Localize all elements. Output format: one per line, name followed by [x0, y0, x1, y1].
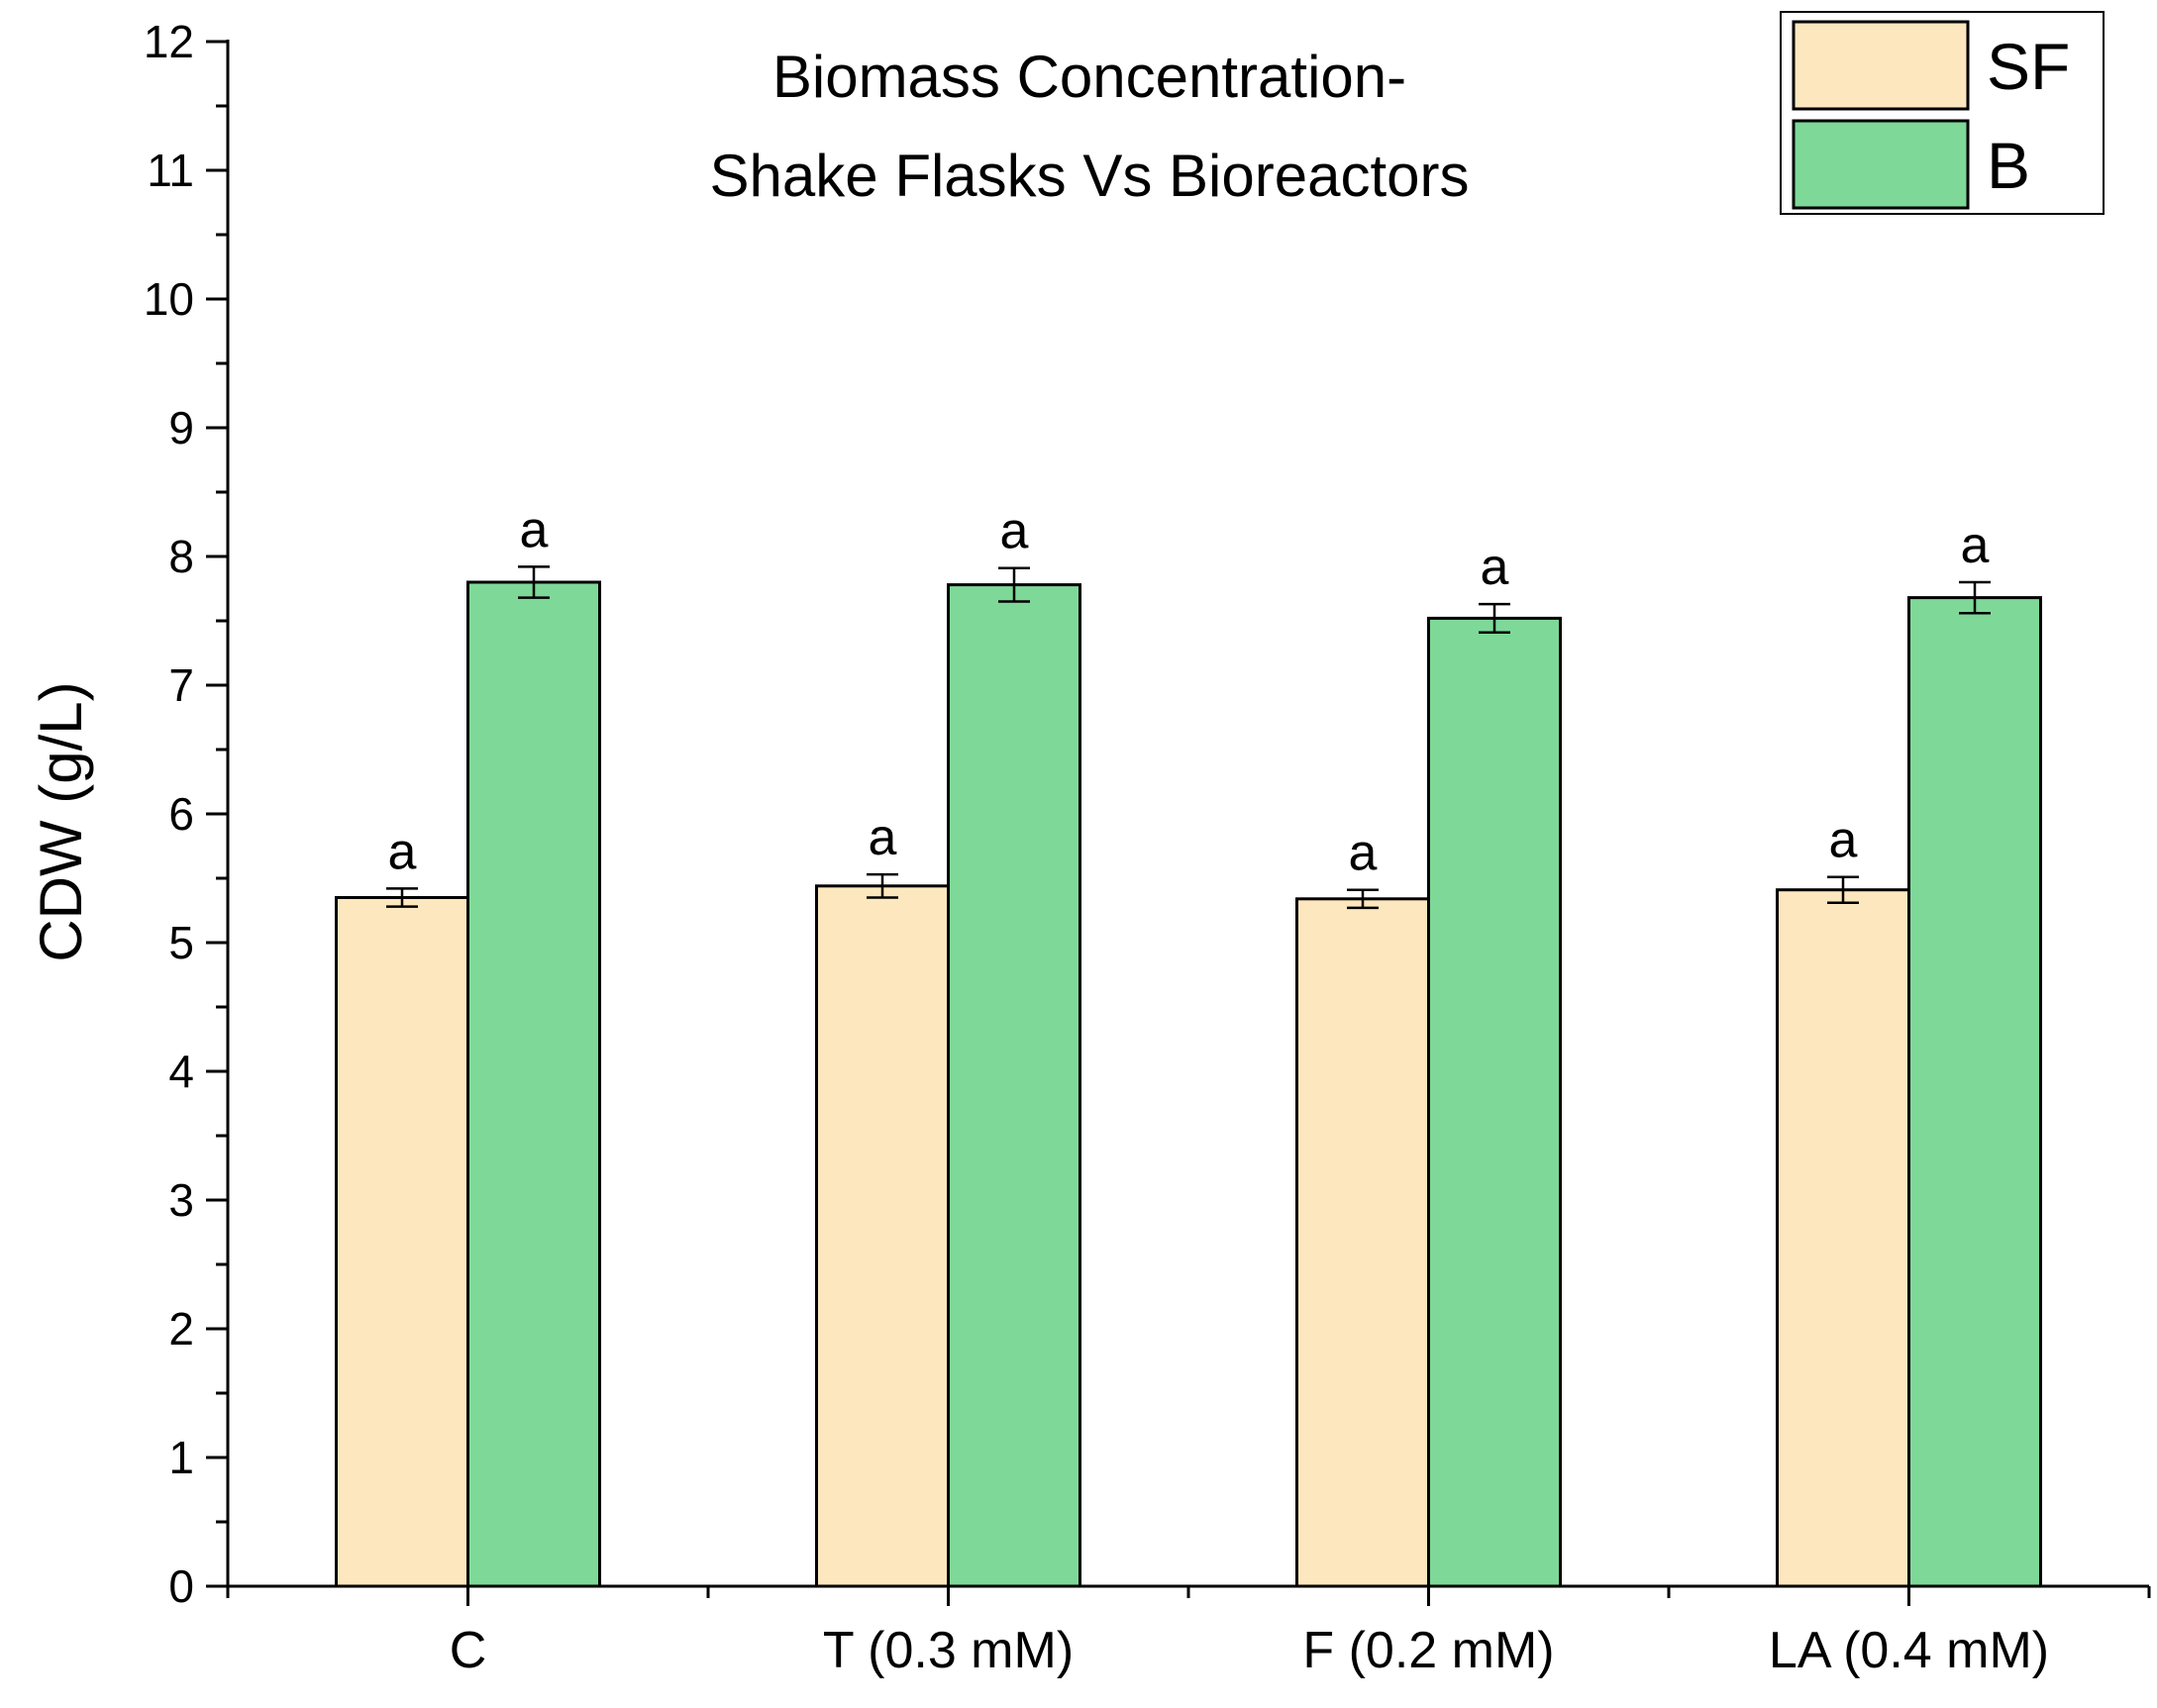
significance-label-sf-3: a — [1829, 812, 1858, 869]
y-tick-label-12: 12 — [144, 16, 194, 67]
bar-sf-3 — [1776, 888, 1910, 1588]
y-tick-label-5: 5 — [168, 917, 194, 968]
legend-label-b: B — [1987, 129, 2030, 202]
legend-swatch-sf — [1792, 20, 1970, 111]
error-bar-sf-1 — [867, 872, 898, 899]
chart-title-line-2: Shake Flasks Vs Bioreactors — [710, 143, 1470, 209]
x-tick-label-3: LA (0.4 mM) — [1769, 1622, 2049, 1679]
error-bar-b-3 — [1959, 580, 1991, 615]
y-tick-label-6: 6 — [168, 788, 194, 840]
y-tick-label-2: 2 — [168, 1303, 194, 1355]
y-tick-label-8: 8 — [168, 531, 194, 582]
y-tick-label-3: 3 — [168, 1174, 194, 1226]
bar-b-2 — [1427, 616, 1562, 1588]
x-tick-label-1: T (0.3 mM) — [823, 1622, 1074, 1679]
significance-label-b-1: a — [1000, 503, 1029, 560]
y-axis-title: CDW (g/L) — [28, 681, 94, 961]
error-bar-sf-3 — [1827, 875, 1859, 904]
error-bar-b-0 — [518, 565, 550, 599]
y-tick-label-9: 9 — [168, 402, 194, 453]
bars-layer: a a a a a a a a — [335, 501, 2042, 1588]
bar-sf-0 — [335, 896, 469, 1588]
chart-title-line-1: Biomass Concentration- — [772, 44, 1406, 110]
y-tick-label-0: 0 — [168, 1560, 194, 1612]
y-tick-label-7: 7 — [168, 659, 194, 711]
error-bar-sf-0 — [386, 887, 418, 908]
bar-b-0 — [466, 580, 601, 1588]
y-tick-label-1: 1 — [168, 1432, 194, 1483]
y-tick-label-11: 11 — [147, 145, 194, 196]
significance-label-sf-0: a — [388, 823, 417, 880]
significance-label-sf-2: a — [1349, 825, 1378, 882]
error-bar-sf-2 — [1347, 888, 1379, 910]
significance-label-sf-1: a — [869, 809, 897, 866]
y-tick-label-4: 4 — [168, 1046, 194, 1097]
bar-b-3 — [1907, 596, 2042, 1588]
significance-label-b-2: a — [1481, 539, 1509, 596]
significance-label-b-0: a — [520, 501, 549, 558]
bar-sf-2 — [1295, 897, 1430, 1588]
bar-sf-1 — [815, 884, 950, 1588]
error-bar-b-1 — [998, 566, 1030, 603]
y-tick-label-10: 10 — [144, 273, 194, 325]
x-tick-label-0: C — [450, 1622, 487, 1679]
legend-swatch-b — [1792, 119, 1970, 210]
bar-b-1 — [947, 583, 1081, 1588]
significance-label-b-3: a — [1961, 517, 1990, 574]
legend-label-sf: SF — [1987, 30, 2070, 103]
error-bar-b-2 — [1479, 602, 1510, 634]
x-tick-label-2: F (0.2 mM) — [1302, 1622, 1554, 1679]
legend: SF B — [1780, 11, 2105, 215]
chart-title: Biomass Concentration- Shake Flasks Vs B… — [710, 44, 1470, 209]
